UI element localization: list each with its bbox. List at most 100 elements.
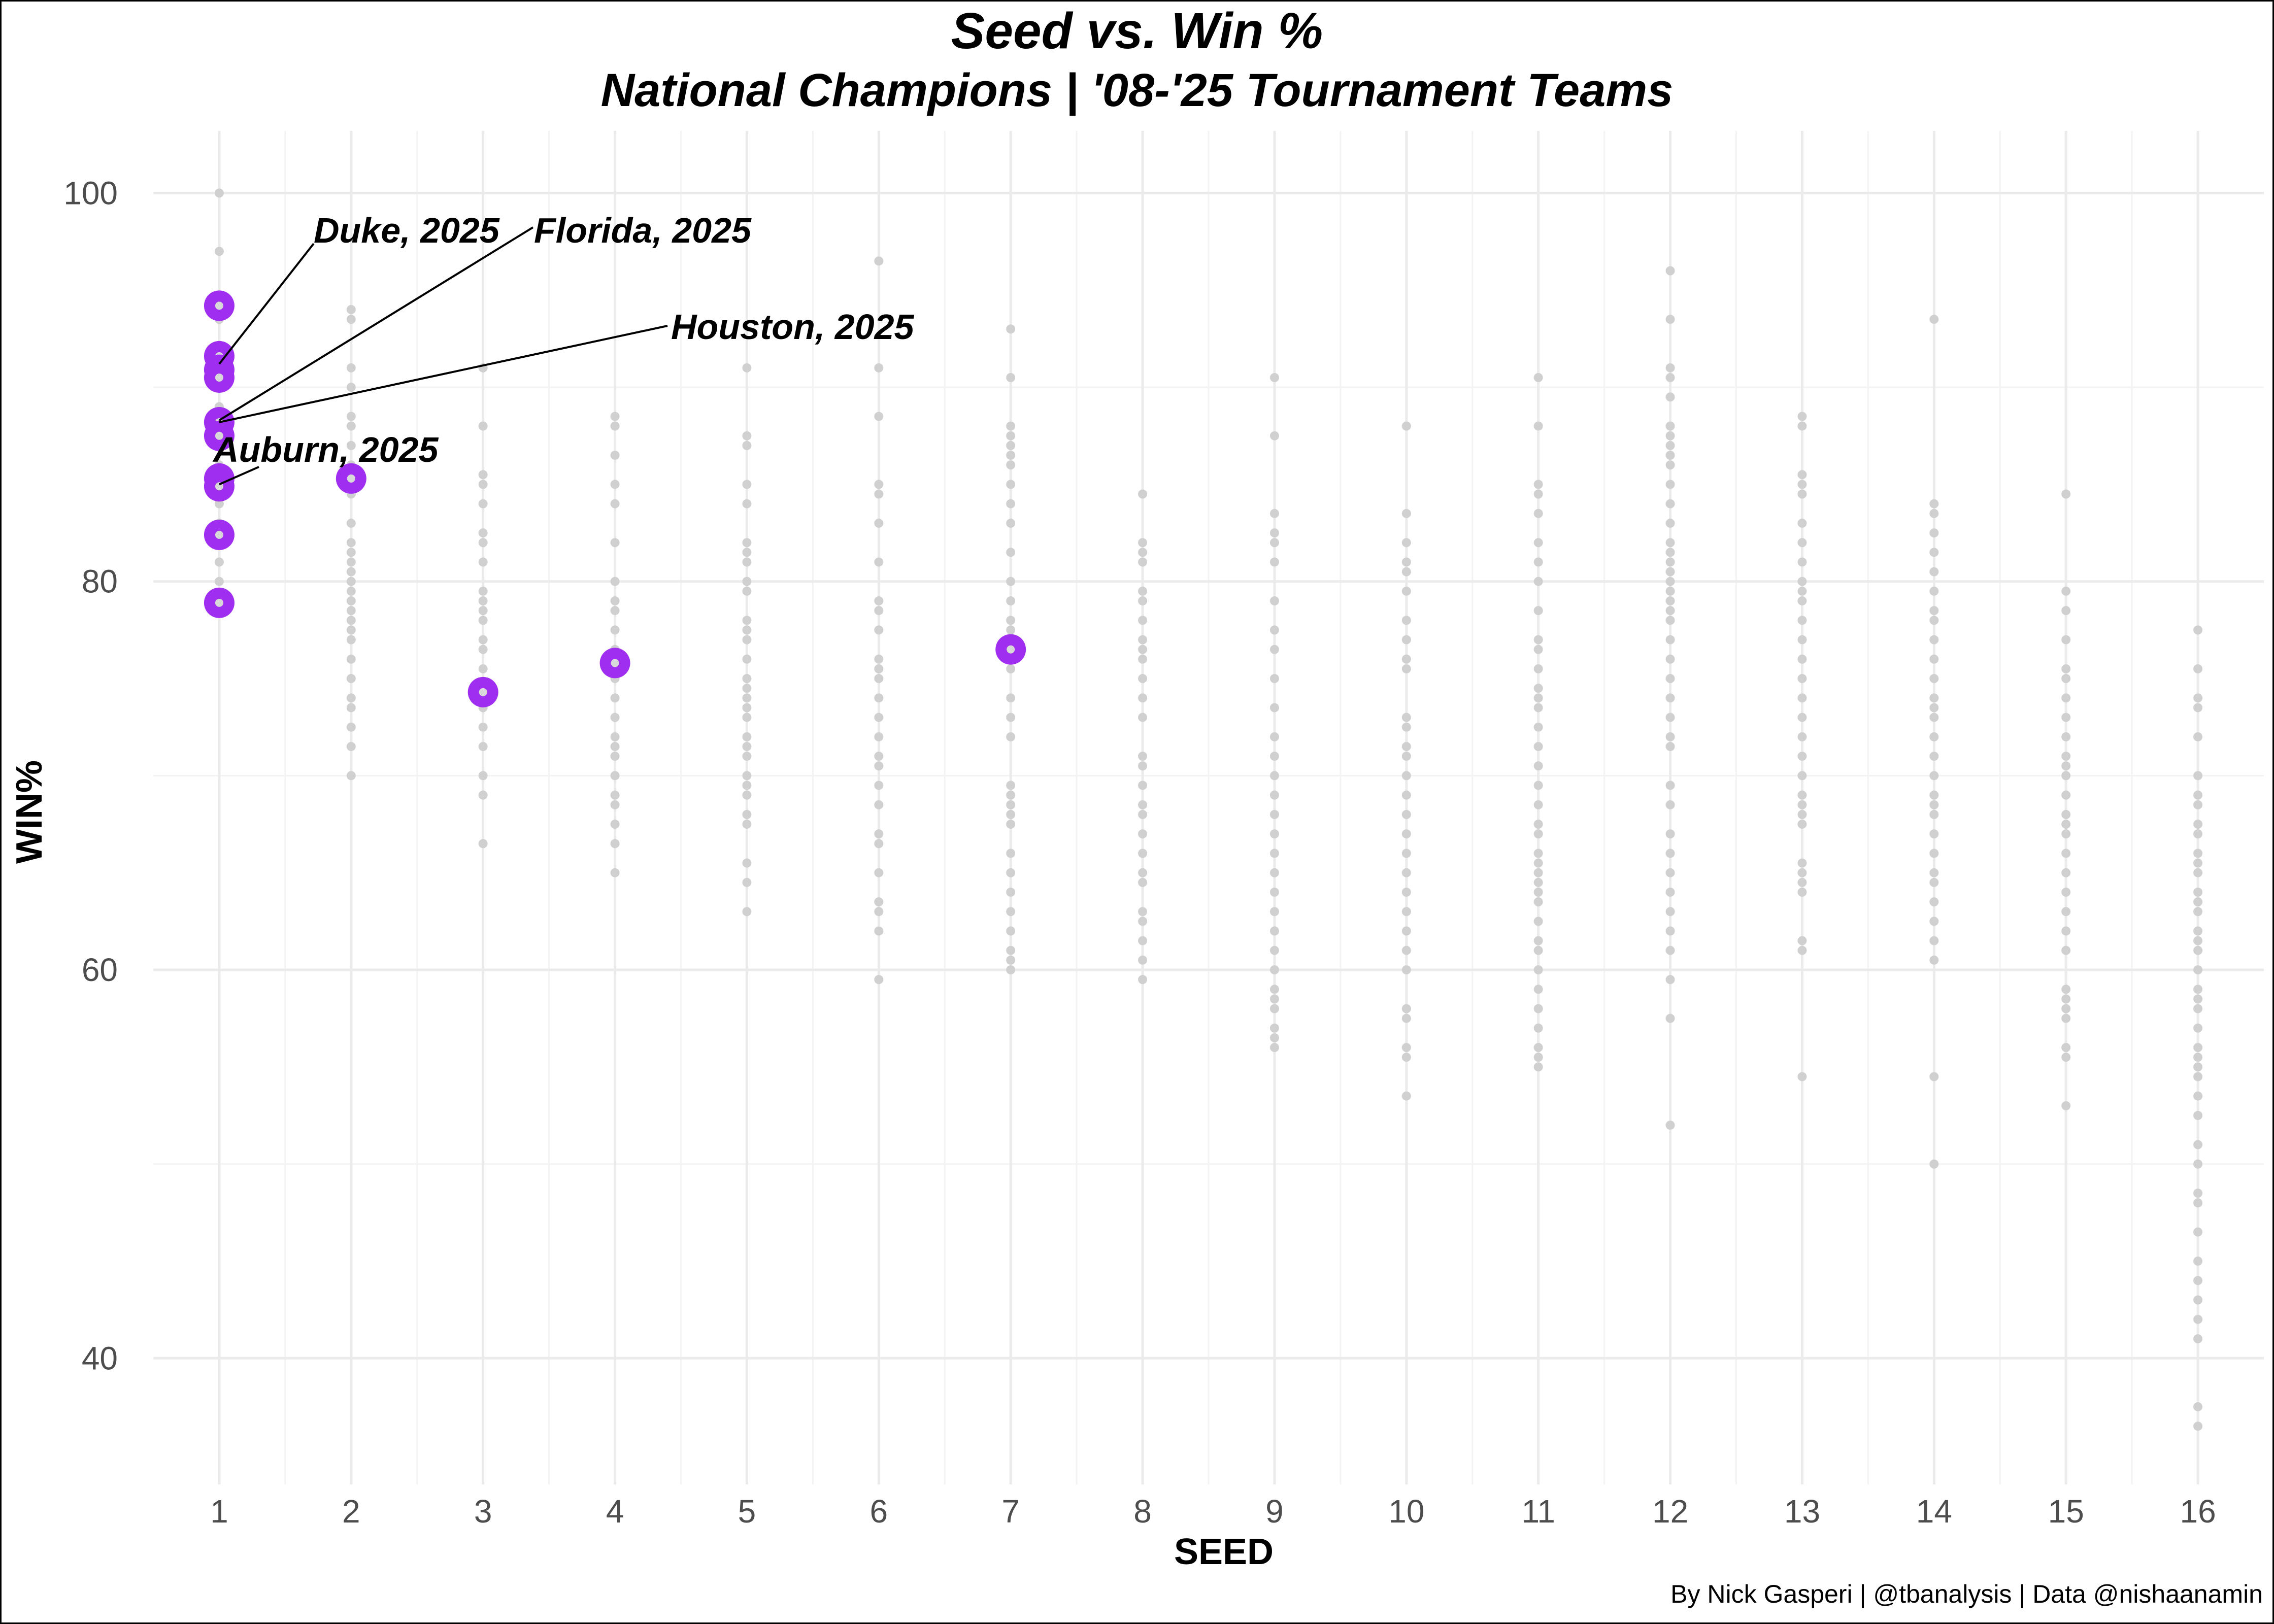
team-point (742, 363, 752, 373)
team-point (1929, 703, 1939, 713)
team-point (1269, 732, 1279, 741)
team-point (478, 586, 488, 596)
team-point (1401, 421, 1411, 431)
team-point (1533, 985, 1543, 994)
x-tick-label: 1 (210, 1493, 228, 1530)
team-point (1269, 907, 1279, 917)
team-point (2193, 1402, 2203, 1411)
team-point (1138, 674, 1148, 684)
team-point (1006, 790, 1016, 800)
team-point (1533, 480, 1543, 489)
champion-point-core (347, 474, 355, 483)
team-point (610, 839, 620, 849)
team-point (2193, 868, 2203, 877)
team-point (478, 480, 488, 489)
x-tick-label: 5 (738, 1493, 756, 1530)
team-point (1665, 887, 1675, 897)
team-point (2193, 1110, 2203, 1120)
team-point (2193, 732, 2203, 741)
team-point (1665, 431, 1675, 441)
team-point (346, 577, 356, 586)
team-point (346, 548, 356, 557)
team-point (874, 868, 884, 877)
team-point (1006, 616, 1016, 625)
team-point (742, 693, 752, 703)
team-point (1665, 480, 1675, 489)
team-point (742, 654, 752, 664)
team-point (346, 674, 356, 684)
team-point (2061, 489, 2071, 499)
team-point (2061, 887, 2071, 897)
team-point (1269, 965, 1279, 975)
team-point (1401, 1013, 1411, 1023)
team-point (478, 616, 488, 625)
team-point (478, 538, 488, 548)
team-point (1401, 849, 1411, 858)
team-point (1401, 790, 1411, 800)
team-point (346, 538, 356, 548)
team-point (2061, 1053, 2071, 1062)
team-point (1665, 557, 1675, 567)
team-point (346, 596, 356, 605)
team-point (1006, 887, 1016, 897)
team-point (1665, 829, 1675, 839)
x-tick-label: 15 (2048, 1493, 2084, 1530)
team-point (1006, 926, 1016, 936)
team-point (1533, 1062, 1543, 1072)
team-point (2193, 1062, 2203, 1072)
team-point (874, 674, 884, 684)
team-point (346, 771, 356, 781)
x-tick-label: 12 (1652, 1493, 1688, 1530)
x-tick-label: 3 (474, 1493, 492, 1530)
team-point (2193, 800, 2203, 809)
team-point (1797, 877, 1807, 887)
team-point (874, 907, 884, 917)
team-point (1797, 868, 1807, 877)
team-point (742, 752, 752, 761)
team-point (1929, 315, 1939, 324)
team-point (1138, 489, 1148, 499)
team-point (1006, 451, 1016, 460)
team-point (874, 625, 884, 635)
team-point (1138, 936, 1148, 945)
team-point (2193, 1159, 2203, 1169)
team-point (478, 722, 488, 732)
team-point (610, 771, 620, 781)
x-tick-label: 8 (1133, 1493, 1152, 1530)
team-point (1401, 557, 1411, 567)
team-point (1665, 266, 1675, 276)
team-point (1533, 761, 1543, 771)
team-point (1665, 586, 1675, 596)
team-point (1665, 460, 1675, 470)
team-point (874, 480, 884, 489)
team-point (1533, 858, 1543, 868)
team-point (742, 625, 752, 635)
team-point (1006, 849, 1016, 858)
team-point (874, 897, 884, 907)
team-point (1665, 926, 1675, 936)
team-point (1797, 518, 1807, 528)
team-point (1138, 654, 1148, 664)
team-point (1006, 693, 1016, 703)
team-point (1533, 849, 1543, 858)
team-point (742, 790, 752, 800)
team-point (1797, 771, 1807, 781)
team-point (2193, 820, 2203, 829)
team-point (610, 713, 620, 722)
team-point (1797, 674, 1807, 684)
team-point (1269, 645, 1279, 654)
team-point (610, 625, 620, 635)
team-point (2061, 1013, 2071, 1023)
team-point (742, 858, 752, 868)
team-point (2061, 829, 2071, 839)
team-point (1929, 809, 1939, 819)
team-point (1138, 596, 1148, 605)
team-point (1665, 741, 1675, 751)
team-point (1006, 907, 1016, 917)
team-point (1006, 373, 1016, 382)
champion-point-core (215, 301, 223, 310)
team-point (1138, 877, 1148, 887)
team-point (1138, 829, 1148, 839)
team-points (214, 188, 2203, 1431)
team-point (2193, 1053, 2203, 1062)
